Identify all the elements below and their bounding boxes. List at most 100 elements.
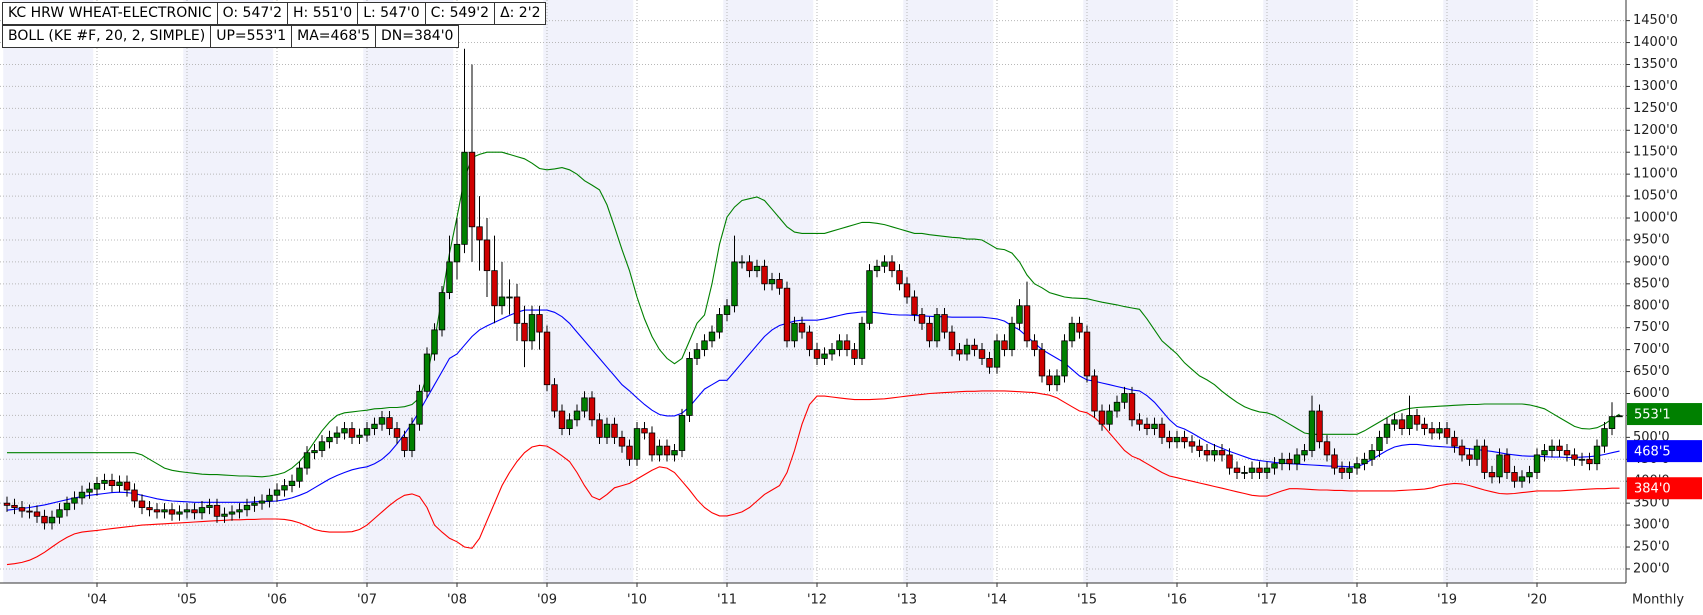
candle-body: [663, 445, 671, 456]
candle-body: [716, 314, 723, 333]
candle-body: [198, 507, 206, 514]
candle-body: [746, 261, 753, 272]
y-tick-label: 1300'0: [1633, 79, 1678, 94]
candle-body: [63, 502, 71, 511]
candle-body: [603, 423, 611, 438]
candle-body: [1593, 445, 1601, 465]
candle-body: [1143, 423, 1151, 429]
y-tick-label: 850'0: [1633, 276, 1670, 291]
candle-body: [123, 481, 131, 491]
x-tick-label: '11: [717, 593, 737, 608]
candle-body: [461, 151, 468, 245]
candle-body: [573, 410, 581, 421]
candle-body: [828, 349, 836, 355]
candle-body: [378, 417, 386, 425]
price-badge-label: 468'5: [1634, 445, 1671, 460]
candle-body: [528, 314, 536, 342]
candle-body: [843, 340, 851, 351]
x-tick-label: '05: [177, 593, 197, 608]
x-tick-label: '09: [537, 593, 557, 608]
y-tick-label: 350'0: [1633, 496, 1670, 511]
x-tick-label: '07: [357, 593, 377, 608]
candle-body: [341, 428, 348, 434]
candle-body: [1098, 410, 1106, 425]
y-tick-label: 300'0: [1633, 518, 1670, 533]
candle-body: [1016, 305, 1023, 324]
candle-body: [1406, 415, 1413, 429]
candle-body: [851, 349, 858, 359]
y-tick-label: 1050'0: [1633, 189, 1678, 204]
candle-body: [821, 353, 828, 359]
candle-body: [228, 511, 236, 515]
candle-body: [686, 357, 693, 416]
candle-body: [588, 397, 596, 421]
candle-body: [333, 432, 341, 438]
candle-body: [138, 500, 146, 508]
candle-body: [296, 467, 303, 482]
year-shade: [1083, 0, 1174, 583]
candle-body: [1436, 428, 1443, 434]
candle-body: [1496, 454, 1503, 478]
candle-body: [1413, 415, 1421, 425]
candle-body: [1383, 423, 1391, 438]
candle-body: [468, 151, 476, 228]
candle-body: [371, 423, 378, 429]
y-tick-label: 1200'0: [1633, 123, 1678, 138]
y-tick-label: 1250'0: [1633, 101, 1678, 116]
year-shade: [3, 0, 94, 583]
candle-body: [393, 428, 401, 438]
candle-body: [1023, 305, 1031, 342]
candle-body: [1466, 454, 1473, 460]
candle-body: [978, 349, 986, 359]
candle-body: [18, 507, 26, 512]
candle-body: [1451, 436, 1458, 447]
candle-body: [1301, 450, 1308, 456]
candle-body: [648, 432, 656, 456]
legend-field: C: 549'2: [424, 2, 496, 25]
x-tick-label: '19: [1437, 593, 1457, 608]
candle-body: [1083, 331, 1091, 377]
candle-body: [1518, 476, 1526, 482]
x-tick-label: '06: [267, 593, 287, 608]
candle-body: [918, 314, 926, 324]
candle-body: [1323, 441, 1331, 456]
candle-body: [1398, 419, 1406, 429]
x-tick-label: '20: [1527, 593, 1547, 608]
legend-field: KC HRW WHEAT-ELECTRONIC: [2, 2, 218, 25]
legend-field: O: 547'2: [216, 2, 289, 25]
x-tick-label: '18: [1347, 593, 1367, 608]
candle-body: [1458, 445, 1466, 456]
candle-body: [1473, 445, 1481, 460]
candle-body: [1241, 472, 1248, 474]
candle-body: [1331, 454, 1338, 469]
candle-body: [251, 502, 258, 506]
candle-body: [551, 384, 558, 412]
candle-body: [453, 243, 461, 263]
x-tick-label: '12: [807, 593, 827, 608]
candle-body: [618, 436, 626, 447]
candle-body: [1091, 375, 1098, 412]
y-tick-label: 250'0: [1633, 540, 1670, 555]
candle-body: [933, 314, 941, 342]
y-tick-label: 1150'0: [1633, 145, 1678, 160]
x-tick-label: '15: [1077, 593, 1097, 608]
candle-body: [78, 491, 86, 499]
legend-field: UP=553'1: [210, 25, 293, 48]
x-tick-label: '10: [627, 593, 647, 608]
candle-body: [731, 261, 738, 307]
candle-body: [446, 261, 453, 293]
candle-body: [626, 445, 633, 460]
candle-body: [1533, 454, 1541, 473]
candle-body: [948, 331, 956, 351]
candle-body: [881, 261, 888, 267]
candle-body: [476, 226, 483, 241]
legend-row: KC HRW WHEAT-ELECTRONIC O: 547'2 H: 551'0 L…: [2, 2, 547, 25]
candle-body: [258, 500, 266, 504]
candle-body: [303, 452, 311, 469]
candle-body: [116, 481, 123, 487]
candle-body: [356, 434, 363, 438]
candle-body: [1121, 393, 1128, 403]
candle-body: [768, 279, 776, 285]
